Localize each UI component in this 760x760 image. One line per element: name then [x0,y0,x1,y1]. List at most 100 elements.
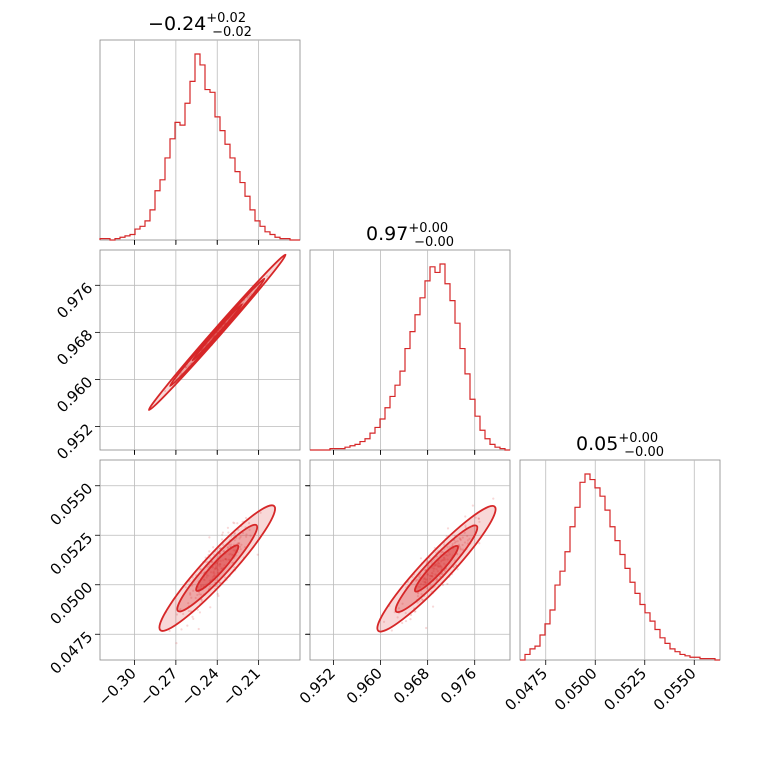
scatter-point [444,554,448,557]
scatter-point [227,531,230,534]
scatter-point [439,551,443,554]
scatter-point [424,581,427,584]
x-tick-label: −0.30 [95,664,140,709]
scatter-point [198,568,202,571]
scatter-point [200,585,203,588]
scatter-point [437,565,440,568]
scatter-point [435,579,438,582]
scatter-point [247,522,251,525]
histogram-step [520,473,720,661]
scatter-point [423,569,426,572]
scatter-point [230,543,233,546]
scatter-point [438,562,441,566]
param-title: −0.24+0.02 −0.02 [148,11,252,40]
scatter-point [427,565,430,568]
scatter-point [198,593,201,596]
scatter-point [231,553,234,556]
scatter-point [187,609,190,613]
hist-panel-0 [99,39,301,245]
scatter-point [202,578,206,581]
scatter-point [435,564,438,567]
corr-panel-1-2 [305,459,511,665]
scatter-point [219,559,222,562]
scatter-point [466,534,469,538]
scatter-point [205,576,208,579]
scatter-point [446,554,449,557]
scatter-point [446,545,449,548]
scatter-point [430,571,433,574]
scatter-point [459,547,462,550]
scatter-point [441,551,444,554]
scatter-point [422,577,425,581]
x-tick-label: −0.24 [177,664,222,709]
x-tick-label: 0.976 [437,664,480,707]
scatter-point [211,560,214,564]
scatter-point [423,580,426,584]
scatter-point [424,577,427,581]
scatter-point [416,592,420,595]
scatter-point [218,563,221,566]
x-tick-label: 0.0550 [650,664,700,714]
contour-level [414,544,459,593]
scatter-point [420,593,423,596]
scatter-point [434,573,437,576]
scatter-point [213,574,216,577]
histogram-step [310,263,510,451]
scatter-point [220,567,223,570]
scatter-point [440,559,443,562]
scatter-point [212,575,216,578]
scatter-point [197,627,200,631]
scatter-point [218,552,221,555]
scatter-point [441,558,444,562]
scatter-point [238,537,241,540]
scatter-point [220,567,223,570]
scatter-point [463,541,467,544]
scatter-point [421,598,424,601]
scatter-point [432,567,435,570]
scatter-point [213,568,216,571]
scatter-point [230,535,233,538]
scatter-point [415,578,418,581]
title-plus: +0.00 [618,431,658,446]
scatter-point [224,557,227,561]
scatter-point [438,566,441,569]
scatter-point [477,517,480,520]
scatter-point [418,599,421,603]
scatter-point [205,574,209,577]
scatter-point [187,602,190,605]
scatter-point [209,571,213,574]
scatter-point [226,546,229,549]
contour-level [147,253,287,411]
scatter-point [468,537,471,540]
scatter-point [192,617,195,620]
x-tick-label: −0.27 [136,664,181,709]
scatter-point [209,606,212,609]
scatter-point [232,521,235,524]
scatter-point [401,621,404,625]
scatter-point [219,563,222,566]
scatter-point [477,517,481,520]
param-title: 0.97+0.00 −0.00 [366,221,454,250]
scatter-point [458,537,461,540]
scatter-point [437,561,440,564]
scatter-point [434,564,437,567]
scatter-point [191,615,194,618]
scatter-point [218,547,221,550]
scatter-point [180,628,183,631]
scatter-point [226,546,230,549]
x-tick-label: 0.952 [296,664,339,707]
scatter-point [221,531,225,534]
scatter-point [248,528,251,531]
scatter-point [204,561,208,564]
scatter-point [203,578,206,582]
scatter-point [190,596,193,599]
scatter-point [429,574,432,577]
scatter-point [221,533,224,536]
scatter-point [435,568,438,571]
scatter-point [209,557,212,560]
scatter-point [430,560,434,563]
scatter-point [401,602,404,605]
scatter-point [429,577,432,580]
scatter-point [478,520,481,523]
scatter-point [185,366,188,369]
